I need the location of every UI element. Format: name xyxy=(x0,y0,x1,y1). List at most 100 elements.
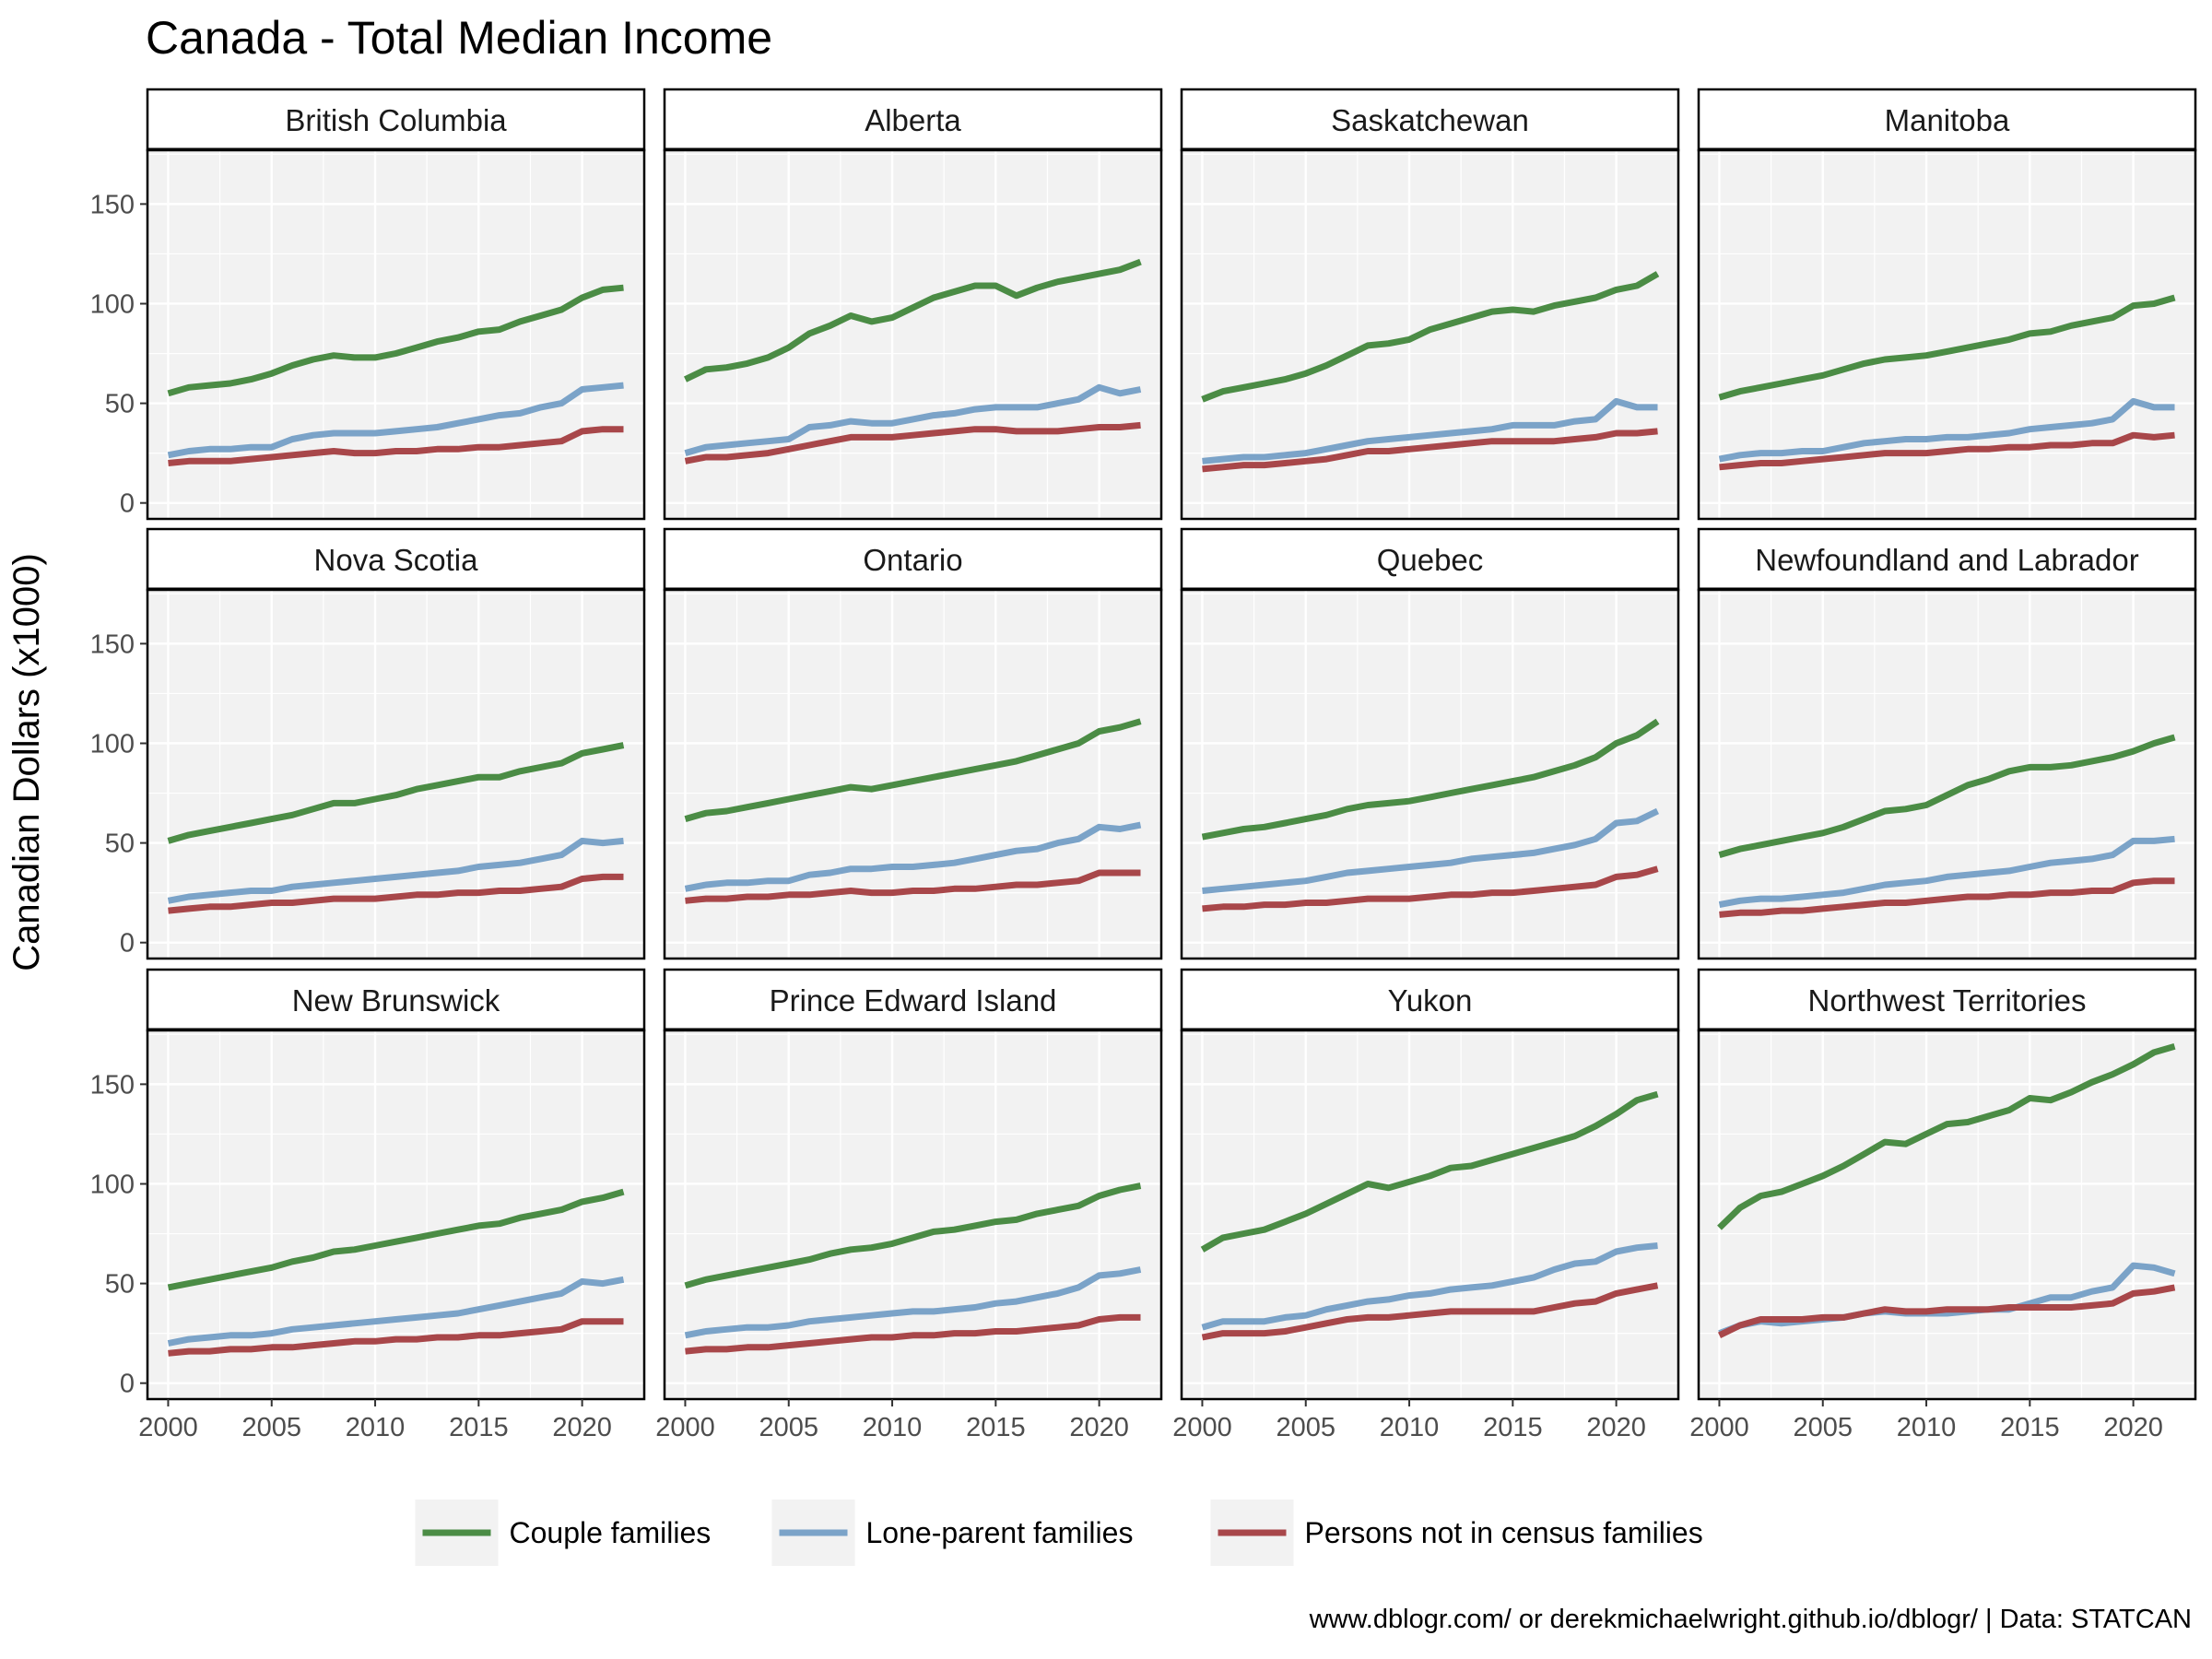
y-tick-label: 50 xyxy=(105,830,135,859)
panel-border xyxy=(663,148,1163,521)
panel-background xyxy=(665,1030,1161,1399)
series-line xyxy=(1201,1242,1658,1331)
series-line xyxy=(1202,865,1659,912)
x-tick-label: 2000 xyxy=(1172,1413,1232,1442)
series-line xyxy=(684,383,1142,456)
facet-title: Ontario xyxy=(863,543,962,577)
y-tick-label: 150 xyxy=(90,1070,135,1100)
series-line xyxy=(1202,807,1660,894)
y-tick-label: 50 xyxy=(105,390,135,419)
facet-title: Saskatchewan xyxy=(1331,103,1529,137)
panel-border xyxy=(1180,148,1680,521)
y-tick-label: 150 xyxy=(90,629,135,659)
series-line xyxy=(168,426,624,466)
panel-border xyxy=(663,588,1163,960)
series-line xyxy=(684,421,1141,465)
series-line xyxy=(1200,1090,1659,1253)
x-tick-label: 2015 xyxy=(2000,1413,2060,1442)
facet-title: Quebec xyxy=(1377,543,1484,577)
panel-border xyxy=(1180,1029,1680,1401)
panel-background xyxy=(1182,1030,1678,1399)
x-tick-label: 2005 xyxy=(1793,1413,1853,1442)
x-tick-label: 2005 xyxy=(241,1413,301,1442)
series-line xyxy=(1719,877,2175,918)
panel-border xyxy=(663,1029,1163,1401)
facet-strip xyxy=(1697,88,2197,152)
legend-label: Lone-parent families xyxy=(866,1516,1134,1549)
series-line xyxy=(167,837,624,904)
series-line xyxy=(685,869,1141,904)
series-line xyxy=(684,1266,1142,1339)
facet-strip xyxy=(146,527,646,592)
y-tick-label: 100 xyxy=(90,289,135,319)
panel-border xyxy=(1697,148,2197,521)
panel-background xyxy=(1699,590,2195,959)
y-tick-label: 50 xyxy=(105,1270,135,1300)
caption: www.dblogr.com/ or derekmichaelwright.gi… xyxy=(1309,1605,2192,1634)
panel-background xyxy=(665,150,1161,519)
x-tick-label: 2000 xyxy=(138,1413,198,1442)
legend-label: Persons not in census families xyxy=(1305,1516,1703,1549)
panel-border xyxy=(146,1029,646,1401)
chart-title: Canada - Total Median Income xyxy=(146,12,772,64)
y-tick-label: 0 xyxy=(120,929,135,959)
series-line xyxy=(168,1318,624,1357)
y-tick-label: 100 xyxy=(90,1170,135,1199)
panel-background xyxy=(1699,150,2195,519)
series-line xyxy=(167,382,624,459)
panel-background xyxy=(147,150,644,519)
series-line xyxy=(167,1276,625,1347)
series-line xyxy=(1201,718,1660,841)
series-line xyxy=(1719,431,2175,471)
facet-panel: Nova Scotia 0 50 100 150 xyxy=(90,527,646,960)
panel-border xyxy=(1180,588,1680,960)
x-tick-label: 2005 xyxy=(759,1413,818,1442)
x-tick-label: 2010 xyxy=(1897,1413,1957,1442)
panel-border xyxy=(146,588,646,960)
panel-background xyxy=(665,590,1161,959)
panel-border xyxy=(1697,1029,2197,1401)
panel-background xyxy=(1699,1030,2195,1399)
series-line xyxy=(685,1313,1141,1355)
facet-title: Prince Edward Island xyxy=(770,983,1057,1018)
facet-panel: Alberta xyxy=(663,88,1163,521)
x-tick-label: 2020 xyxy=(1586,1413,1646,1442)
series-line xyxy=(684,718,1142,822)
series-line xyxy=(167,284,624,397)
facet-panel: Northwest Territories 2000 2005 2010 2015 202… xyxy=(1689,968,2197,1442)
y-tick-label: 150 xyxy=(90,190,135,219)
x-tick-label: 2020 xyxy=(552,1413,612,1442)
legend: Couple families Lone-parent families Perso… xyxy=(415,1500,1703,1566)
x-tick-label: 2000 xyxy=(655,1413,715,1442)
facet-panel: Saskatchewan xyxy=(1180,88,1680,521)
facet-strip xyxy=(663,968,1163,1032)
facet-title: Nova Scotia xyxy=(314,543,479,577)
x-tick-label: 2020 xyxy=(2103,1413,2163,1442)
facet-strip xyxy=(1697,527,2197,592)
facet-title: Manitoba xyxy=(1885,103,2010,137)
series-line xyxy=(684,1182,1142,1289)
series-line xyxy=(1201,1282,1659,1341)
panel-border xyxy=(1697,588,2197,960)
facet-panel: Manitoba xyxy=(1697,88,2197,521)
x-tick-label: 2000 xyxy=(1689,1413,1749,1442)
facet-title: British Columbia xyxy=(285,103,507,137)
x-tick-label: 2015 xyxy=(449,1413,509,1442)
series-line xyxy=(1717,1042,2176,1230)
series-line xyxy=(1718,734,2176,858)
x-tick-label: 2010 xyxy=(863,1413,923,1442)
facet-panels: British Columbia 0 50 100 150 Alberta Saskatch… xyxy=(90,88,2197,1442)
facet-title: Northwest Territories xyxy=(1808,983,2087,1018)
x-tick-label: 2010 xyxy=(346,1413,406,1442)
x-tick-label: 2015 xyxy=(966,1413,1026,1442)
y-tick-label: 100 xyxy=(90,729,135,759)
facet-title: New Brunswick xyxy=(292,983,500,1018)
series-line xyxy=(1718,397,2175,463)
legend-label: Couple families xyxy=(510,1516,712,1549)
facet-panel: Quebec xyxy=(1180,527,1680,960)
facet-panel: Prince Edward Island 2000 2005 2010 2015 2020 xyxy=(655,968,1163,1442)
facet-strip xyxy=(146,968,646,1032)
facet-title: Alberta xyxy=(865,103,961,137)
facet-strip xyxy=(146,88,646,152)
